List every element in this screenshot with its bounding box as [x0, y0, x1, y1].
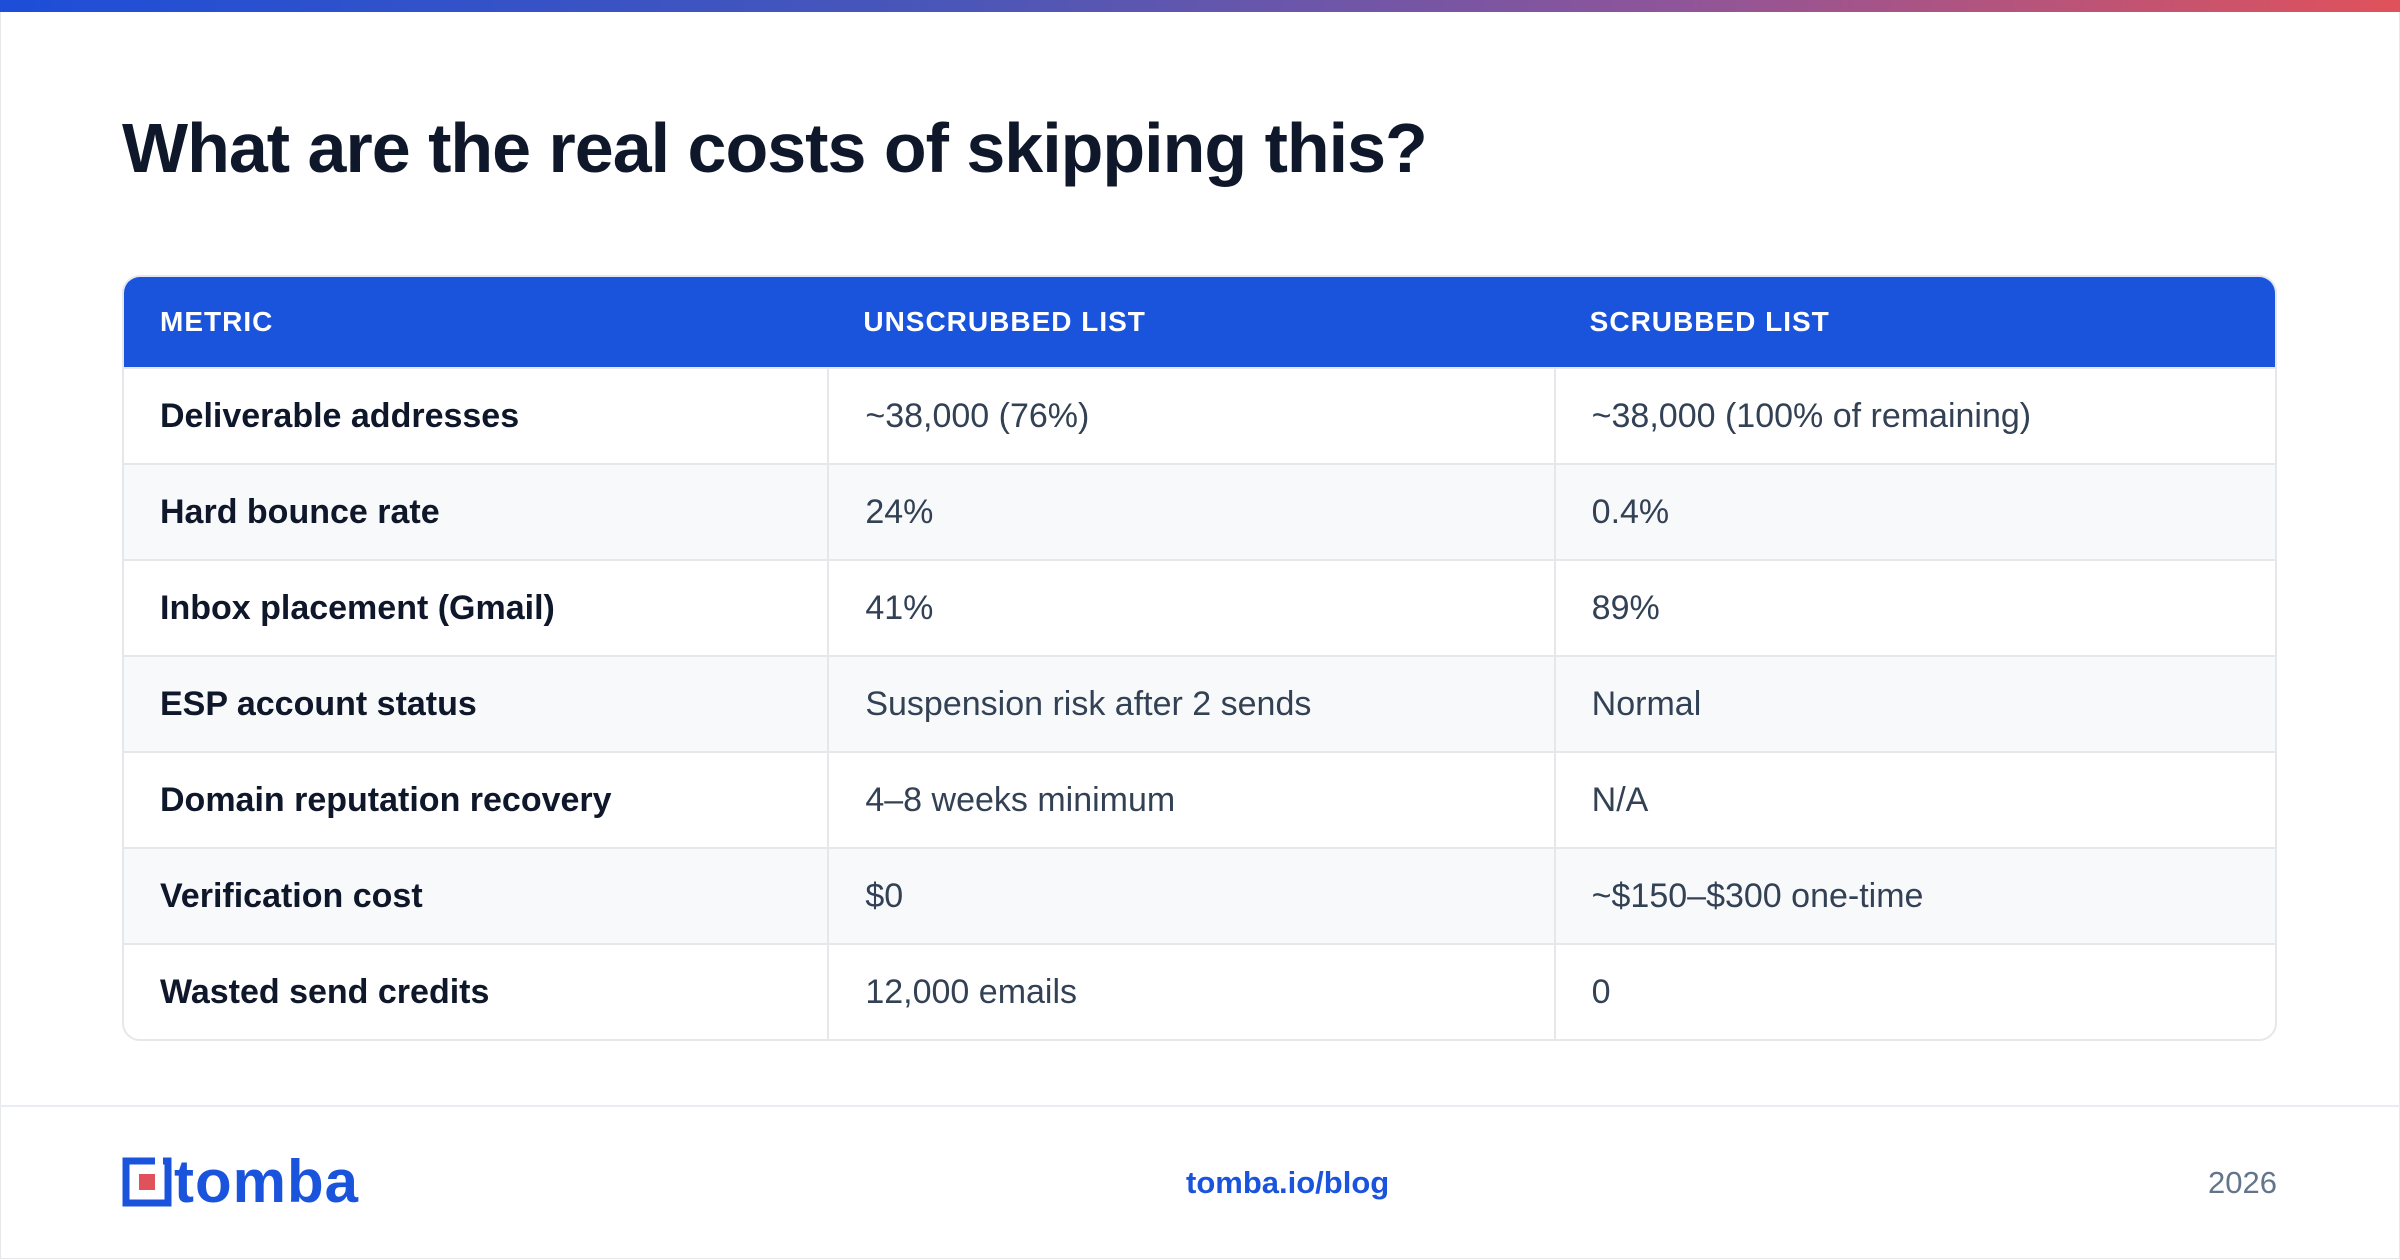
scrubbed-cell: ~$150–$300 one-time — [1553, 849, 2275, 943]
table-row: Domain reputation recovery 4–8 weeks min… — [124, 751, 2275, 847]
unscrubbed-cell: 4–8 weeks minimum — [827, 753, 1553, 847]
metric-cell: Deliverable addresses — [160, 396, 520, 435]
table-row: Deliverable addresses ~38,000 (76%) ~38,… — [124, 367, 2275, 463]
table-row: Inbox placement (Gmail) 41% 89% — [124, 559, 2275, 655]
scrubbed-cell: 0 — [1553, 945, 2275, 1039]
unscrubbed-cell: ~38,000 (76%) — [827, 369, 1553, 463]
unscrubbed-cell: $0 — [827, 849, 1553, 943]
scrubbed-cell: N/A — [1553, 753, 2275, 847]
unscrubbed-cell: Suspension risk after 2 sends — [827, 657, 1553, 751]
metric-cell: Inbox placement (Gmail) — [160, 588, 555, 627]
table-row: Wasted send credits 12,000 emails 0 — [124, 943, 2275, 1039]
scrubbed-cell: ~38,000 (100% of remaining) — [1553, 369, 2275, 463]
tomba-logo-mark-icon — [122, 1157, 172, 1207]
metric-cell: ESP account status — [160, 684, 477, 723]
header-scrubbed: SCRUBBED LIST — [1589, 306, 1830, 337]
metric-cell: Verification cost — [160, 876, 423, 915]
metric-cell: Hard bounce rate — [160, 492, 440, 531]
footer-divider — [0, 1105, 2400, 1107]
unscrubbed-cell: 12,000 emails — [827, 945, 1553, 1039]
table-row: Hard bounce rate 24% 0.4% — [124, 463, 2275, 559]
metric-cell: Wasted send credits — [160, 972, 490, 1011]
table-row: Verification cost $0 ~$150–$300 one-time — [124, 847, 2275, 943]
header-unscrubbed: UNSCRUBBED LIST — [863, 306, 1146, 337]
unscrubbed-cell: 41% — [827, 561, 1553, 655]
comparison-table: METRIC UNSCRUBBED LIST SCRUBBED LIST Del… — [122, 275, 2277, 1041]
blog-link[interactable]: tomba.io/blog — [1186, 1165, 1390, 1200]
header-metric: METRIC — [160, 306, 274, 337]
table-header: METRIC UNSCRUBBED LIST SCRUBBED LIST — [124, 277, 2275, 367]
unscrubbed-cell: 24% — [827, 465, 1553, 559]
tomba-logo[interactable]: tomba — [122, 1148, 359, 1215]
logo-wordmark: tomba — [174, 1148, 359, 1215]
metric-cell: Domain reputation recovery — [160, 780, 612, 819]
page-title: What are the real costs of skipping this… — [122, 109, 1428, 187]
scrubbed-cell: 0.4% — [1553, 465, 2275, 559]
table-row: ESP account status Suspension risk after… — [124, 655, 2275, 751]
scrubbed-cell: 89% — [1553, 561, 2275, 655]
scrubbed-cell: Normal — [1553, 657, 2275, 751]
year-label: 2026 — [2208, 1165, 2277, 1200]
top-gradient-bar — [0, 0, 2400, 12]
